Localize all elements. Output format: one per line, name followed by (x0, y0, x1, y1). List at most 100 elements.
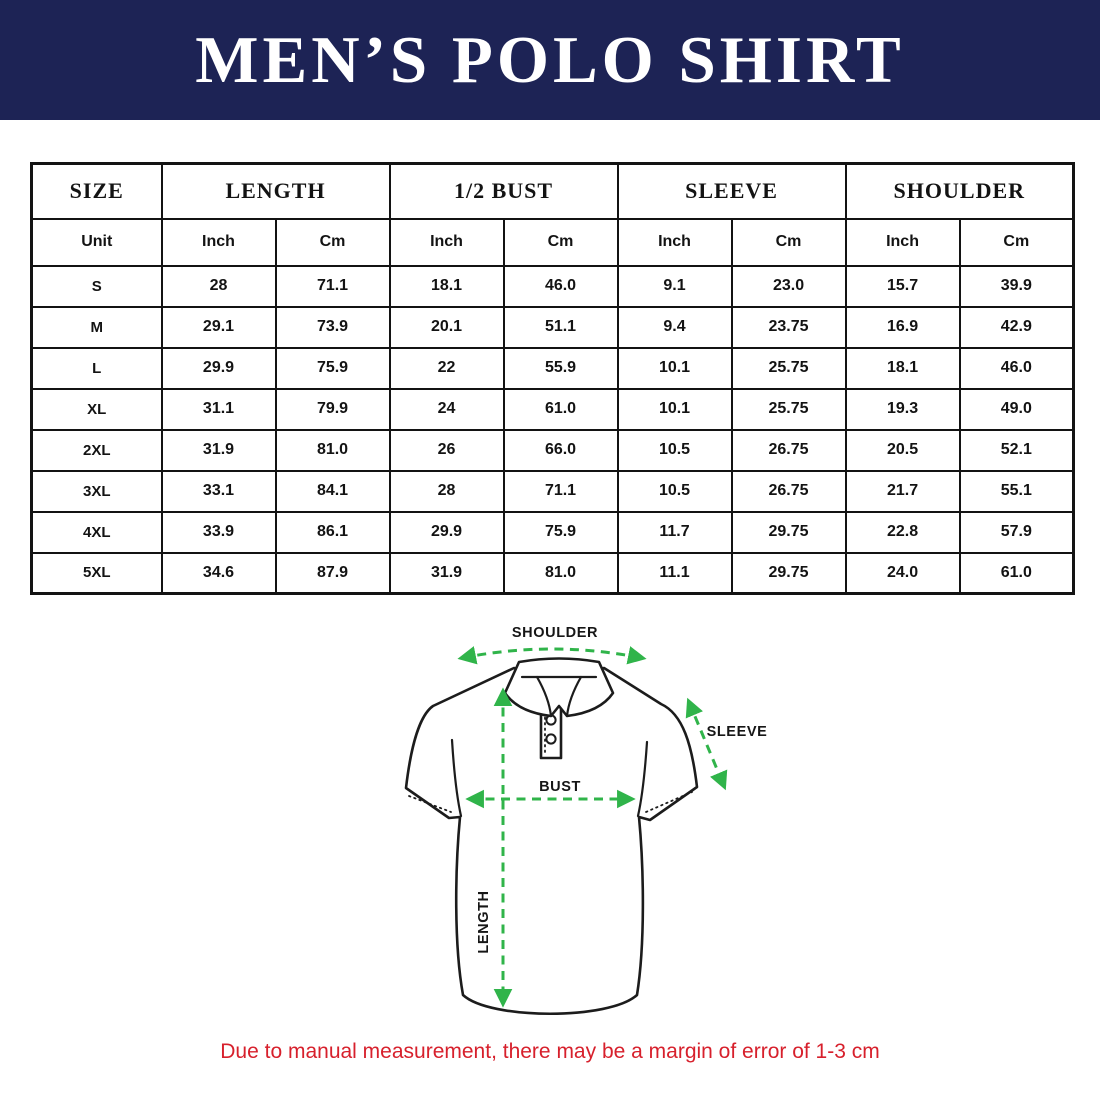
group-header-1-2-bust: 1/2 BUST (388, 162, 619, 220)
value-cell: 75.9 (502, 510, 619, 554)
value-cell: 33.9 (160, 510, 277, 554)
value-cell: 61.0 (502, 387, 619, 431)
unit-header-inch-5: Inch (616, 217, 733, 267)
size-row-4xl: 4XL 33.9 86.1 29.9 75.9 11.7 29.75 22.8 57.9 (30, 510, 1075, 554)
bust-label: BUST (539, 779, 581, 795)
value-cell: 55.1 (958, 469, 1075, 513)
value-cell: 49.0 (958, 387, 1075, 431)
unit-corner-label: Unit (30, 217, 163, 267)
value-cell: 22.8 (844, 510, 961, 554)
group-header-size: SIZE (30, 162, 163, 220)
bottom-button (545, 733, 557, 745)
header-row-groups: SIZE LENGTH 1/2 BUST SLEEVE SHOULDER (30, 162, 1075, 220)
size-cell-3xl: 3XL (30, 469, 163, 513)
value-cell: 87.9 (274, 551, 391, 595)
collar (503, 657, 615, 718)
value-cell: 46.0 (958, 346, 1075, 390)
value-cell: 21.7 (844, 469, 961, 513)
size-row-3xl: 3XL 33.1 84.1 28 71.1 10.5 26.75 21.7 55.1 (30, 469, 1075, 513)
size-cell-5xl: 5XL (30, 551, 163, 595)
value-cell: 10.5 (616, 428, 733, 472)
size-cell-xl: XL (30, 387, 163, 431)
value-cell: 46.0 (502, 264, 619, 308)
value-cell: 24 (388, 387, 505, 431)
length-label: LENGTH (476, 890, 492, 953)
value-cell: 24.0 (844, 551, 961, 595)
value-cell: 79.9 (274, 387, 391, 431)
left-armhole-seam (450, 738, 463, 818)
value-cell: 22 (388, 346, 505, 390)
value-cell: 31.9 (160, 428, 277, 472)
value-cell: 29.75 (730, 551, 847, 595)
value-cell: 57.9 (958, 510, 1075, 554)
size-cell-m: M (30, 305, 163, 349)
value-cell: 15.7 (844, 264, 961, 308)
value-cell: 25.75 (730, 346, 847, 390)
value-cell: 42.9 (958, 305, 1075, 349)
measurement-disclaimer: Due to manual measurement, there may be … (220, 1040, 880, 1063)
table-body: S 28 71.1 18.1 46.0 9.1 23.0 15.7 39.9 M 29.1 73.9 2… (30, 264, 1075, 595)
shoulder-label: SHOULDER (512, 625, 598, 641)
value-cell: 26.75 (730, 469, 847, 513)
value-cell: 52.1 (958, 428, 1075, 472)
right-armhole-seam (636, 740, 649, 818)
size-row-xl: XL 31.1 79.9 24 61.0 10.1 25.75 19.3 49.0 (30, 387, 1075, 431)
group-header-shoulder: SHOULDER (844, 162, 1075, 220)
collar-right-flap-edge (565, 675, 583, 718)
size-row-2xl: 2XL 31.9 81.0 26 66.0 10.5 26.75 20.5 52.1 (30, 428, 1075, 472)
value-cell: 29.75 (730, 510, 847, 554)
value-cell: 25.75 (730, 387, 847, 431)
value-cell: 10.5 (616, 469, 733, 513)
size-cell-l: L (30, 346, 163, 390)
size-chart-table: SIZE LENGTH 1/2 BUST SLEEVE SHOULDER Unit Inc… (30, 162, 1076, 595)
unit-header-inch-7: Inch (844, 217, 961, 267)
unit-header-inch-1: Inch (160, 217, 277, 267)
value-cell: 28 (160, 264, 277, 308)
value-cell: 19.3 (844, 387, 961, 431)
collar-left-flap-edge (535, 675, 553, 718)
value-cell: 9.4 (616, 305, 733, 349)
size-cell-2xl: 2XL (30, 428, 163, 472)
unit-header-cm-2: Cm (274, 217, 391, 267)
unit-header-inch-3: Inch (388, 217, 505, 267)
value-cell: 55.9 (502, 346, 619, 390)
value-cell: 20.5 (844, 428, 961, 472)
value-cell: 71.1 (274, 264, 391, 308)
value-cell: 18.1 (388, 264, 505, 308)
polo-shirt-diagram: SHOULDER SLEEVE BUST LENGTH (404, 625, 768, 1016)
value-cell: 31.9 (388, 551, 505, 595)
size-row-m: M 29.1 73.9 20.1 51.1 9.4 23.75 16.9 42.9 (30, 305, 1075, 349)
left-cuff-stitch (408, 795, 452, 813)
shoulder-arrow (457, 646, 647, 665)
value-cell: 16.9 (844, 305, 961, 349)
page-title: MEN’S POLO SHIRT (195, 22, 905, 97)
value-cell: 29.1 (160, 305, 277, 349)
value-cell: 10.1 (616, 346, 733, 390)
value-cell: 81.0 (502, 551, 619, 595)
value-cell: 34.6 (160, 551, 277, 595)
value-cell: 75.9 (274, 346, 391, 390)
sleeve-label: SLEEVE (707, 724, 768, 740)
value-cell: 18.1 (844, 346, 961, 390)
unit-header-cm-6: Cm (730, 217, 847, 267)
value-cell: 11.1 (616, 551, 733, 595)
size-row-s: S 28 71.1 18.1 46.0 9.1 23.0 15.7 39.9 (30, 264, 1075, 308)
value-cell: 61.0 (958, 551, 1075, 595)
polo-shirt-outline (404, 666, 699, 1016)
value-cell: 66.0 (502, 428, 619, 472)
group-header-sleeve: SLEEVE (616, 162, 847, 220)
value-cell: 23.75 (730, 305, 847, 349)
header-row-units: Unit Inch Cm Inch Cm Inch Cm Inch Cm (30, 217, 1075, 267)
value-cell: 11.7 (616, 510, 733, 554)
value-cell: 73.9 (274, 305, 391, 349)
unit-header-cm-4: Cm (502, 217, 619, 267)
value-cell: 20.1 (388, 305, 505, 349)
size-row-5xl: 5XL 34.6 87.9 31.9 81.0 11.1 29.75 24.0 61.0 (30, 551, 1075, 595)
value-cell: 9.1 (616, 264, 733, 308)
size-cell-4xl: 4XL (30, 510, 163, 554)
value-cell: 29.9 (388, 510, 505, 554)
size-row-l: L 29.9 75.9 22 55.9 10.1 25.75 18.1 46.0 (30, 346, 1075, 390)
group-header-length: LENGTH (160, 162, 391, 220)
value-cell: 81.0 (274, 428, 391, 472)
